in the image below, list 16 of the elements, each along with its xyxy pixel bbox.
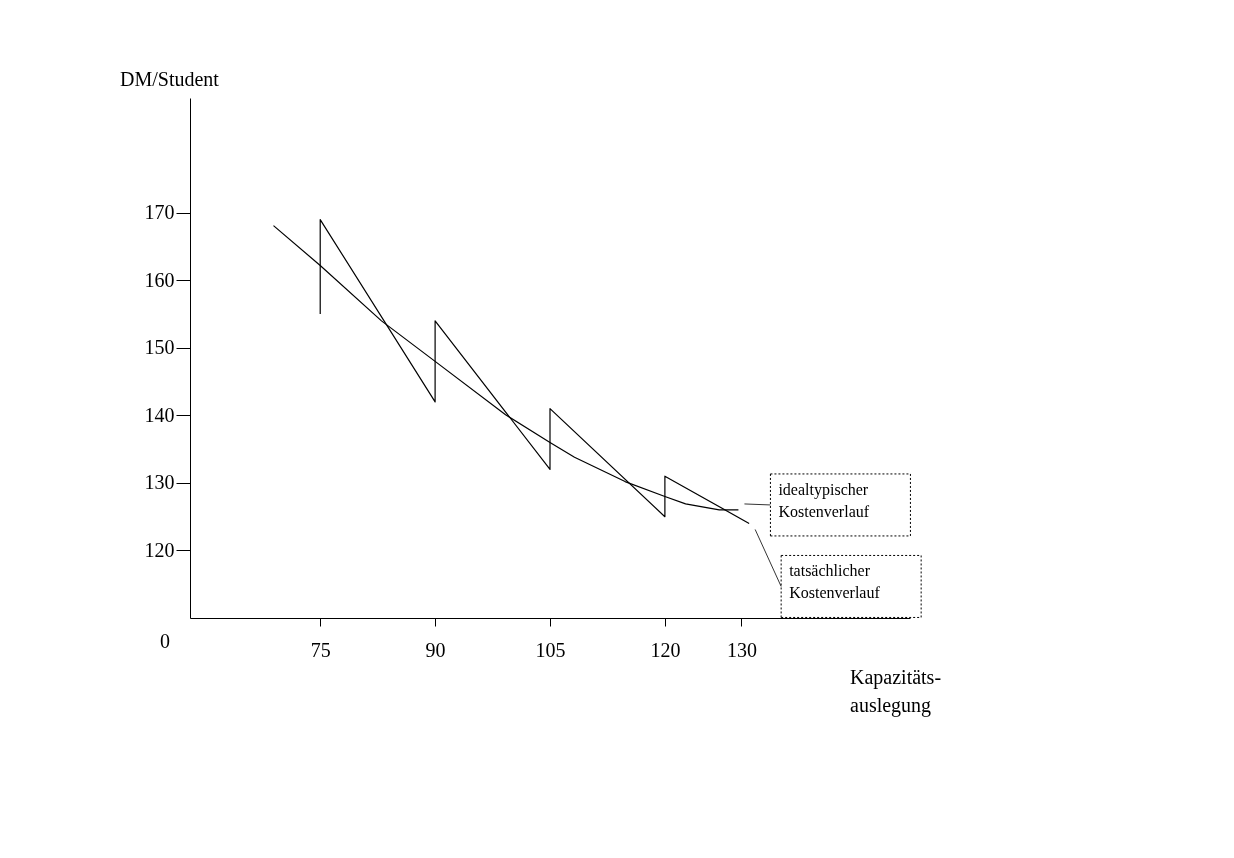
x-tick-label: 75 <box>310 638 331 661</box>
x-tick-label: 105 <box>535 638 566 661</box>
legend-label: idealtypischer Kostenverlauf <box>778 480 870 520</box>
x-tick-label: 120 <box>650 638 681 661</box>
y-tick-label: 170 <box>144 201 175 224</box>
x-tick-label: 90 <box>425 638 446 661</box>
x-tick-label: 130 <box>726 638 757 661</box>
y-axis-title: DM/Student <box>120 68 220 90</box>
y-tick-label: 150 <box>144 336 175 359</box>
y-tick-label: 120 <box>144 538 175 561</box>
text: 0 <box>160 630 170 652</box>
y-tick-label: 130 <box>144 471 175 494</box>
y-tick-label: 160 <box>144 268 175 291</box>
y-tick-label: 140 <box>144 403 175 426</box>
x-axis-title: Kapazitäts- auslegung <box>850 666 942 717</box>
text: tatsächlicher Kostenverlauf <box>789 562 881 602</box>
